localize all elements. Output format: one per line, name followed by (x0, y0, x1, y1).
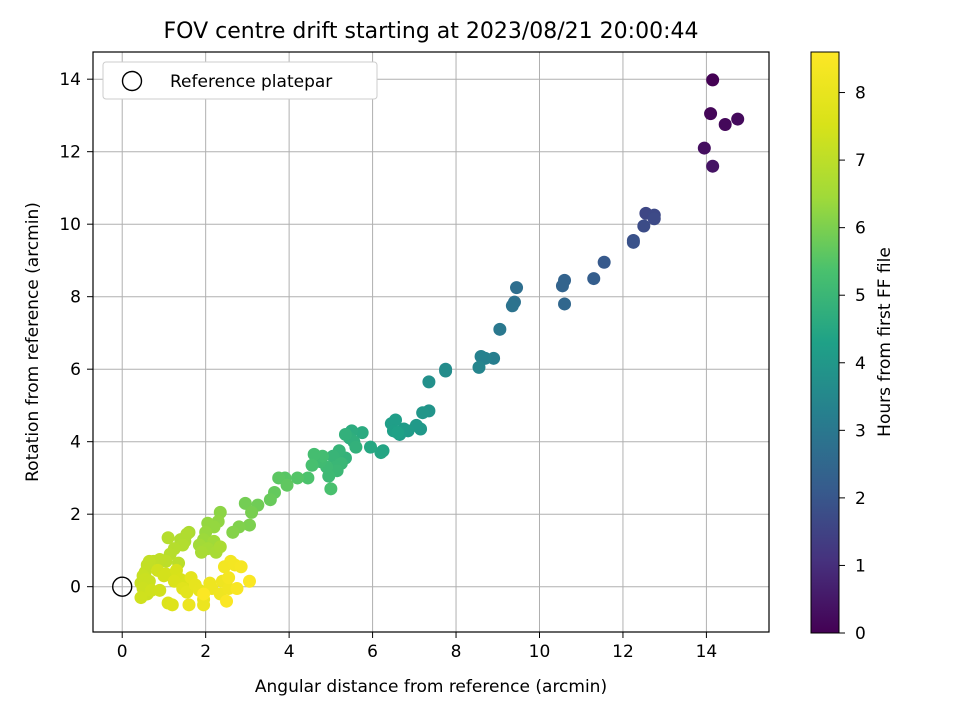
data-point (626, 235, 640, 249)
data-point (647, 212, 661, 226)
x-tick-label: 2 (200, 642, 211, 662)
data-point (134, 591, 148, 605)
data-point (305, 458, 319, 472)
data-point (280, 478, 294, 492)
y-axis-label: Rotation from reference (arcmin) (23, 202, 43, 482)
colorbar: 0 1 2 3 4 5 6 7 8 Hours from first FF file (810, 51, 895, 644)
colorbar-tick-label: 0 (855, 624, 866, 644)
data-point (355, 426, 369, 440)
x-tick-label: 0 (117, 642, 128, 662)
data-point (245, 505, 259, 519)
y-tick-label: 14 (59, 70, 81, 90)
colorbar-tick-label: 8 (855, 84, 866, 104)
data-point (391, 426, 405, 440)
data-point (153, 583, 167, 597)
data-point (555, 279, 569, 293)
colorbar-tick-label: 1 (855, 556, 866, 576)
data-point (263, 493, 277, 507)
plot-frame (92, 51, 770, 633)
y-tick-label: 6 (70, 360, 81, 380)
data-point (197, 587, 211, 601)
data-point (338, 427, 352, 441)
data-point (180, 527, 194, 541)
data-point (242, 518, 256, 532)
colorbar-tick-label: 6 (855, 219, 866, 239)
data-point (194, 545, 208, 559)
data-point (718, 118, 732, 131)
data-point (222, 571, 236, 585)
legend: Reference platepar (102, 61, 378, 100)
data-point (307, 447, 321, 461)
x-axis-label: Angular distance from reference (arcmin) (255, 677, 607, 697)
colorbar-ticks: 0 1 2 3 4 5 6 7 8 (839, 84, 866, 644)
data-point (234, 560, 248, 574)
data-point (587, 272, 601, 286)
data-point (182, 598, 196, 612)
colorbar-tick-label: 7 (855, 151, 866, 171)
data-point (301, 471, 315, 485)
colorbar-label: Hours from first FF file (875, 247, 895, 437)
data-point (349, 440, 363, 454)
colorbar-gradient (810, 51, 840, 634)
x-axis-ticks: 0 2 4 6 8 10 12 14 (117, 632, 717, 662)
data-points (134, 73, 745, 612)
colorbar-tick-label: 5 (855, 286, 866, 306)
data-point (637, 219, 651, 233)
data-point (230, 582, 244, 595)
data-point (706, 159, 720, 173)
y-tick-label: 12 (59, 143, 81, 163)
colorbar-tick-label: 2 (855, 489, 866, 509)
data-point (226, 525, 240, 539)
colorbar-tick-label: 4 (855, 354, 866, 374)
x-tick-label: 6 (367, 642, 378, 662)
data-point (597, 255, 611, 269)
data-point (374, 446, 388, 460)
data-point (416, 406, 430, 420)
y-tick-label: 2 (70, 505, 81, 525)
data-point (422, 375, 436, 389)
data-point (363, 440, 377, 454)
y-tick-label: 8 (70, 288, 81, 308)
data-point (220, 594, 234, 608)
data-point (439, 364, 453, 378)
y-tick-label: 0 (70, 578, 81, 598)
y-tick-label: 10 (59, 215, 81, 235)
colorbar-tick-label: 3 (855, 421, 866, 441)
data-point (324, 482, 338, 496)
data-point (165, 598, 179, 612)
reference-point-marker (112, 576, 133, 597)
x-tick-label: 4 (284, 642, 295, 662)
data-point (213, 540, 227, 554)
data-point (290, 471, 304, 485)
x-tick-label: 8 (451, 642, 462, 662)
data-point (238, 496, 252, 510)
data-point (197, 598, 211, 612)
data-point (510, 281, 524, 295)
data-point (706, 73, 720, 87)
y-tick-label: 4 (70, 433, 81, 453)
data-point (242, 574, 256, 588)
legend-marker-icon (121, 70, 143, 92)
chart-title: FOV centre drift starting at 2023/08/21 … (164, 19, 699, 44)
data-point (704, 107, 718, 121)
x-tick-label: 14 (696, 642, 718, 662)
legend-entry-reference: Reference platepar (170, 72, 332, 92)
data-point (161, 531, 175, 545)
data-point (493, 322, 507, 336)
x-tick-label: 10 (529, 642, 551, 662)
y-axis-ticks: 0 2 4 6 8 10 12 14 (59, 70, 93, 598)
data-point (731, 112, 745, 126)
x-tick-label: 12 (612, 642, 634, 662)
data-point (472, 360, 486, 374)
data-point (474, 350, 488, 363)
legend-box (102, 61, 378, 100)
data-point (505, 299, 519, 313)
data-point (697, 141, 711, 155)
data-point (558, 297, 572, 311)
